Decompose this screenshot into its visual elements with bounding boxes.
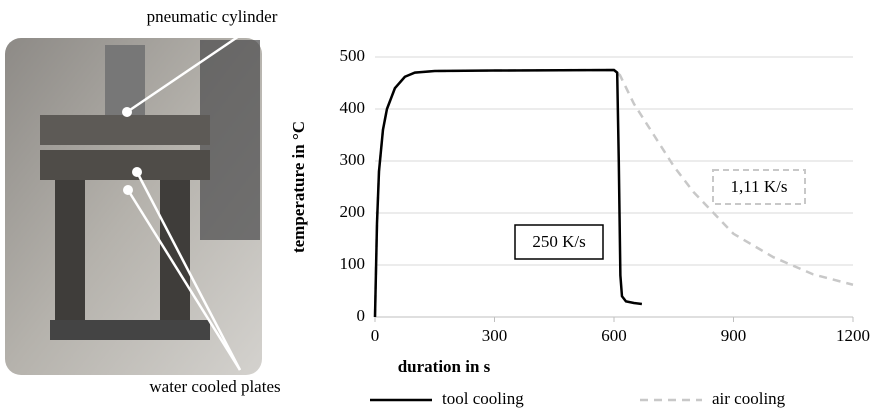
photo: pneumatic cylinder water cooled plates <box>5 7 281 396</box>
photo-label: water cooled plates <box>149 377 280 396</box>
y-tick-label: 100 <box>340 254 366 273</box>
y-axis-label: temperature in °C <box>289 121 308 253</box>
x-tick-label: 900 <box>721 326 747 345</box>
chart: 0 100 200 300 400 500 0 300 600 900 1200 duration i… <box>289 46 870 408</box>
x-tick-label: 600 <box>601 326 627 345</box>
annotation-box <box>712 169 806 205</box>
legend-label: tool cooling <box>442 389 524 408</box>
annotation: 1,11 K/s <box>731 177 788 196</box>
y-tick-label: 300 <box>340 150 366 169</box>
y-tick-label: 500 <box>340 46 366 65</box>
legend-label: air cooling <box>712 389 786 408</box>
x-axis-label: duration in s <box>398 357 491 376</box>
annotation-box <box>514 224 604 260</box>
annotation: 250 K/s <box>532 232 585 251</box>
y-tick-label: 200 <box>340 202 366 221</box>
photo-label: pneumatic cylinder <box>147 7 278 26</box>
y-tick-label: 0 <box>357 306 366 325</box>
x-tick-label: 0 <box>371 326 380 345</box>
x-tick-label: 1200 <box>836 326 870 345</box>
y-tick-label: 400 <box>340 98 366 117</box>
series-line <box>373 68 643 318</box>
x-tick-label: 300 <box>482 326 508 345</box>
